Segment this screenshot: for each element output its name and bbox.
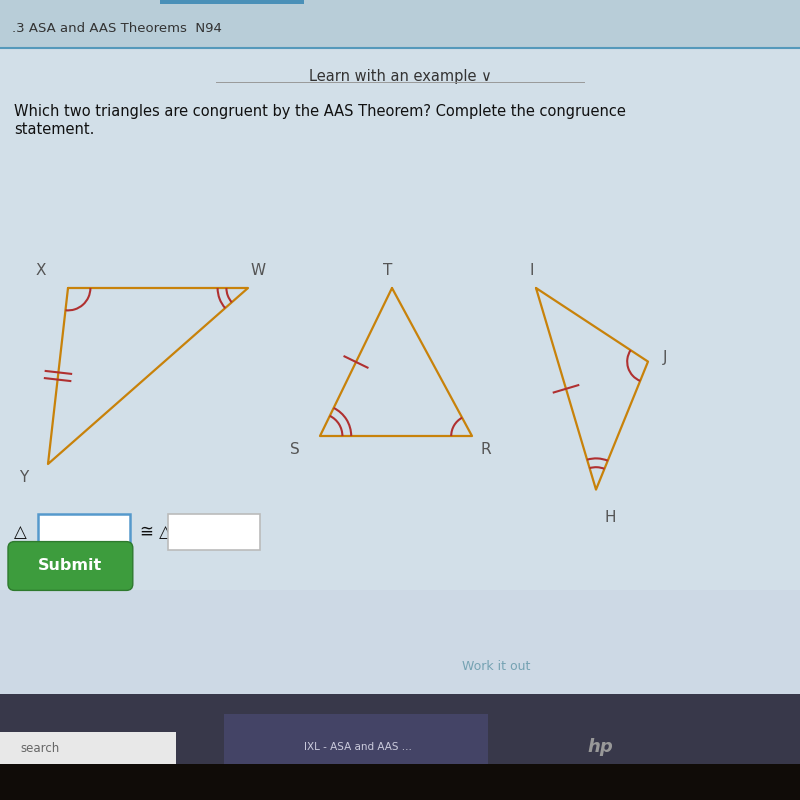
Text: X: X [35,263,46,278]
Text: ≅ △: ≅ △ [140,523,172,541]
Text: I: I [530,263,534,278]
FancyBboxPatch shape [0,764,800,800]
Text: T: T [383,263,393,278]
Text: △: △ [14,523,27,541]
FancyBboxPatch shape [0,694,800,800]
Text: hp: hp [587,738,613,756]
Text: S: S [290,442,300,458]
Text: .3 ASA and AAS Theorems  N94: .3 ASA and AAS Theorems N94 [12,22,222,34]
Text: J: J [662,350,667,365]
FancyBboxPatch shape [38,514,130,550]
FancyBboxPatch shape [8,542,133,590]
Text: H: H [604,510,615,525]
Text: search: search [20,742,59,754]
FancyBboxPatch shape [0,0,800,48]
Text: IXL - ASA and AAS ...: IXL - ASA and AAS ... [304,742,412,752]
Text: statement.: statement. [14,122,94,137]
FancyBboxPatch shape [168,514,260,550]
Text: Submit: Submit [38,558,102,574]
Text: Y: Y [18,470,28,486]
Text: W: W [250,263,266,278]
FancyBboxPatch shape [224,714,488,780]
Text: R: R [480,442,490,458]
FancyBboxPatch shape [160,0,304,4]
Text: Work it out: Work it out [462,660,530,673]
FancyBboxPatch shape [0,732,176,764]
Text: Learn with an example ∨: Learn with an example ∨ [309,69,491,83]
Text: Which two triangles are congruent by the AAS Theorem? Complete the congruence: Which two triangles are congruent by the… [14,104,626,119]
FancyBboxPatch shape [0,0,800,590]
